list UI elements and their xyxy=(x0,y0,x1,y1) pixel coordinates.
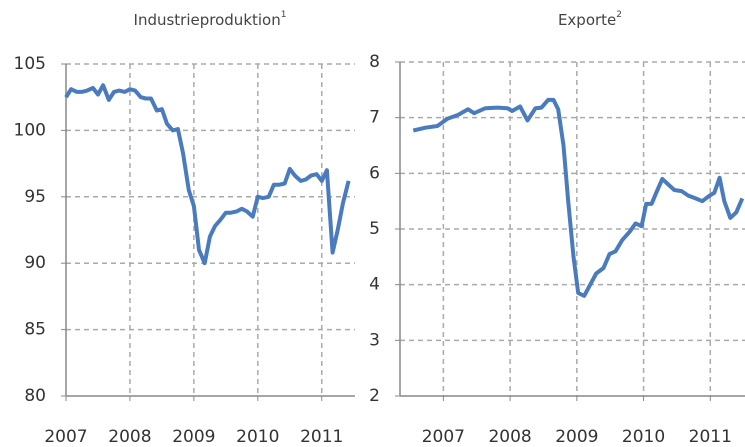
title-footnote: 2 xyxy=(616,10,622,20)
x-tick-label: 2010 xyxy=(622,427,665,447)
x-tick-label: 2010 xyxy=(236,427,279,447)
y-tick-label: 2 xyxy=(369,386,380,406)
title-text: Industrieproduktion xyxy=(134,11,281,29)
x-tick-label: 2009 xyxy=(555,427,598,447)
y-tick-label: 7 xyxy=(369,108,380,128)
x-tick-label: 2009 xyxy=(172,427,215,447)
y-tick-label: 6 xyxy=(369,163,380,183)
chart-title: Exporte2 xyxy=(558,10,622,29)
y-tick-label: 80 xyxy=(24,386,46,406)
x-tick-label: 2007 xyxy=(44,427,87,447)
y-tick-label: 95 xyxy=(24,187,46,207)
y-tick-label: 100 xyxy=(14,120,46,140)
x-tick-label: 2011 xyxy=(300,427,343,447)
title-footnote: 1 xyxy=(281,10,287,20)
data-line xyxy=(412,97,745,298)
y-tick-label: 105 xyxy=(14,54,46,74)
title-text: Exporte xyxy=(558,11,616,29)
chart-title: Industrieproduktion1 xyxy=(134,10,287,29)
x-tick-label: 2007 xyxy=(422,427,465,447)
x-tick-label: 2008 xyxy=(108,427,151,447)
y-tick-label: 85 xyxy=(24,320,46,340)
y-tick-label: 90 xyxy=(24,253,46,273)
x-tick-label: 2011 xyxy=(689,427,732,447)
y-tick-label: 4 xyxy=(369,275,380,295)
y-tick-label: 3 xyxy=(369,330,380,350)
x-tick-label: 2008 xyxy=(488,427,531,447)
y-tick-label: 8 xyxy=(369,52,380,72)
data-line xyxy=(64,83,351,266)
y-tick-label: 5 xyxy=(369,219,380,239)
